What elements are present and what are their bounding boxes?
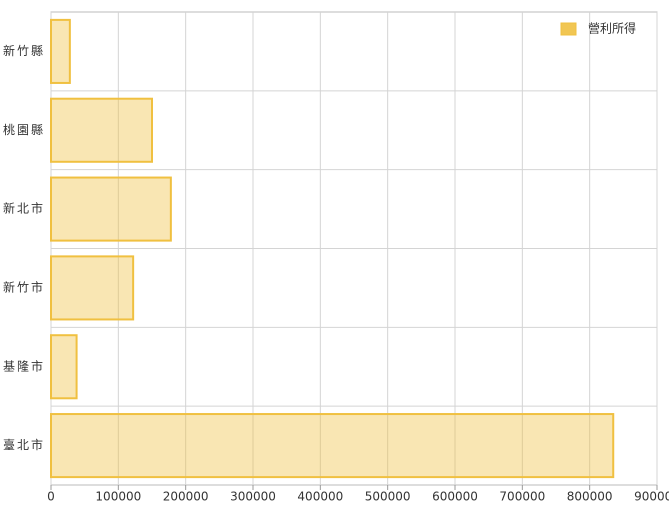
bar bbox=[50, 255, 135, 321]
y-tick-label: 新竹縣 bbox=[3, 43, 45, 58]
x-tick-label: 300000 bbox=[230, 490, 276, 504]
x-tick-label: 200000 bbox=[163, 490, 209, 504]
legend-label: 營利所得 bbox=[588, 21, 636, 36]
bar bbox=[50, 176, 172, 242]
y-tick-label: 臺北市 bbox=[3, 437, 45, 452]
legend-swatch bbox=[560, 22, 577, 36]
y-tick-label: 基隆市 bbox=[3, 358, 45, 373]
x-tick-label: 600000 bbox=[432, 490, 478, 504]
x-tick-label: 900000 bbox=[634, 490, 669, 504]
x-tick-label: 400000 bbox=[297, 490, 343, 504]
bar bbox=[50, 334, 78, 400]
x-tick-label: 100000 bbox=[95, 490, 141, 504]
bar bbox=[50, 413, 615, 479]
bar bbox=[50, 97, 153, 163]
bar bbox=[50, 18, 71, 84]
y-tick-label: 桃園縣 bbox=[3, 122, 45, 137]
y-tick-label: 新北市 bbox=[3, 201, 45, 216]
x-tick-label: 800000 bbox=[567, 490, 613, 504]
x-tick-label: 700000 bbox=[499, 490, 545, 504]
y-tick-label: 新竹市 bbox=[3, 279, 45, 294]
x-tick-label: 500000 bbox=[365, 490, 411, 504]
x-tick-label: 0 bbox=[47, 490, 55, 504]
